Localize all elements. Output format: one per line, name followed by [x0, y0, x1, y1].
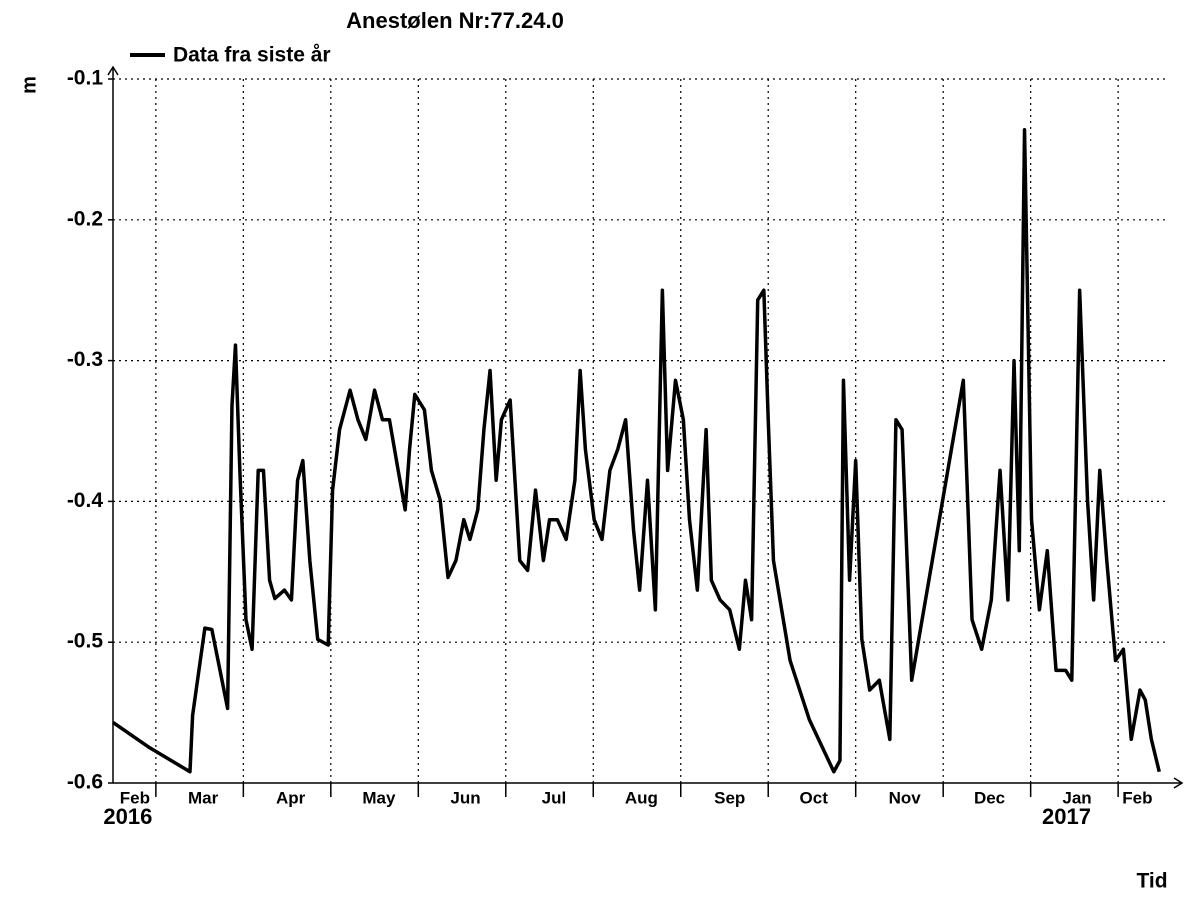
y-tick-label: -0.5: [67, 630, 104, 653]
x-tick-label: Mar: [188, 788, 219, 807]
x-tick-label: Feb: [1122, 788, 1152, 807]
x-axis-label: Tid: [1136, 870, 1167, 893]
x-tick-label: Feb: [120, 788, 150, 807]
y-axis-arrow: [107, 65, 119, 76]
x-tick-label: Oct: [800, 788, 829, 807]
y-tick-label: -0.6: [67, 771, 103, 794]
x-tick-label: Nov: [889, 788, 922, 807]
x-tick-label: Apr: [276, 788, 306, 807]
y-tick-label: -0.1: [67, 67, 104, 90]
x-tick-label: Sep: [714, 788, 745, 807]
x-tick-label: Jul: [542, 788, 567, 807]
x-axis-arrow: [1173, 777, 1184, 789]
x-tick-label: Aug: [625, 788, 658, 807]
year-label: 2016: [103, 804, 152, 829]
chart-title: Anestølen Nr:77.24.0: [346, 8, 564, 33]
x-tick-label: Jan: [1062, 788, 1091, 807]
y-tick-label: -0.2: [67, 207, 103, 230]
y-tick-label: -0.4: [67, 489, 104, 512]
legend-label: Data fra siste år: [173, 44, 331, 67]
y-tick-label: -0.3: [67, 348, 103, 371]
x-tick-label: May: [362, 788, 396, 807]
data-line: [112, 127, 1161, 774]
x-tick-label: Dec: [974, 788, 1005, 807]
year-label: 2017: [1042, 804, 1091, 829]
x-tick-label: Jun: [450, 788, 480, 807]
y-axis-label: m: [18, 76, 40, 94]
